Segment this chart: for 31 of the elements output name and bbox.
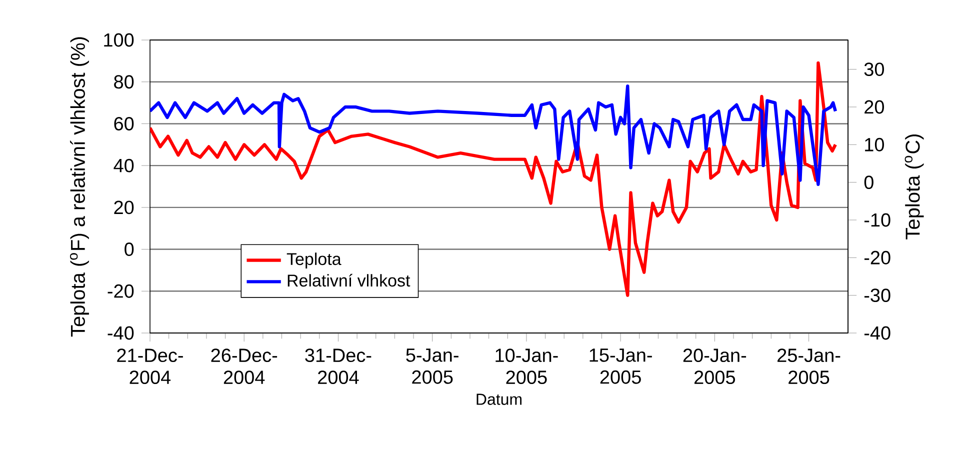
x-tick-label: 20-Jan-2005 (683, 348, 746, 384)
y-tick-label: 100 (104, 33, 134, 47)
y2-tick-label: -10 (864, 213, 890, 227)
x-tick-label: 15-Jan-2005 (590, 348, 652, 384)
x-tick-label: 31-Dec-2004 (305, 348, 372, 384)
y2-tick-label: -40 (864, 326, 890, 340)
y-tick-label: -20 (108, 284, 134, 298)
y-tick-label: 40 (114, 158, 134, 172)
y2-tick-label: 20 (864, 100, 884, 114)
x-tick-label: 21-Dec-2004 (117, 348, 183, 384)
line-series (150, 61, 838, 297)
x-tick-label: 25-Jan-2005 (778, 348, 840, 384)
y2-tick-label: 10 (865, 138, 884, 152)
x-tick-label: 5-Jan-2005 (406, 348, 458, 384)
y-tick-label: 60 (114, 116, 134, 130)
x-tick-label: 26-Dec-2004 (211, 348, 278, 384)
y-tick-label: -40 (108, 326, 134, 340)
y-tick-label: 20 (114, 200, 134, 214)
y2-axis-title: Teplota ($^{o}$C) (904, 134, 924, 240)
y-tick-label: 0 (124, 242, 134, 256)
y2-tick-label: 30 (864, 62, 884, 76)
x-tick-label: 10-Jan-2005 (496, 348, 558, 384)
y2-tick-label: -30 (864, 288, 890, 302)
y-tick-label: 80 (114, 75, 134, 89)
y2-tick-label: 0 (864, 176, 874, 190)
y-axis-title: Teplota ($^{o}$F) a relativní vlhkost (%) (70, 37, 89, 337)
legend-label: Teplota (286, 252, 342, 268)
legend-label: Relativní vlhkost (288, 274, 410, 287)
line-series (150, 84, 838, 186)
y2-tick-label: -20 (864, 250, 890, 264)
x-axis-title: Datum (476, 394, 522, 405)
